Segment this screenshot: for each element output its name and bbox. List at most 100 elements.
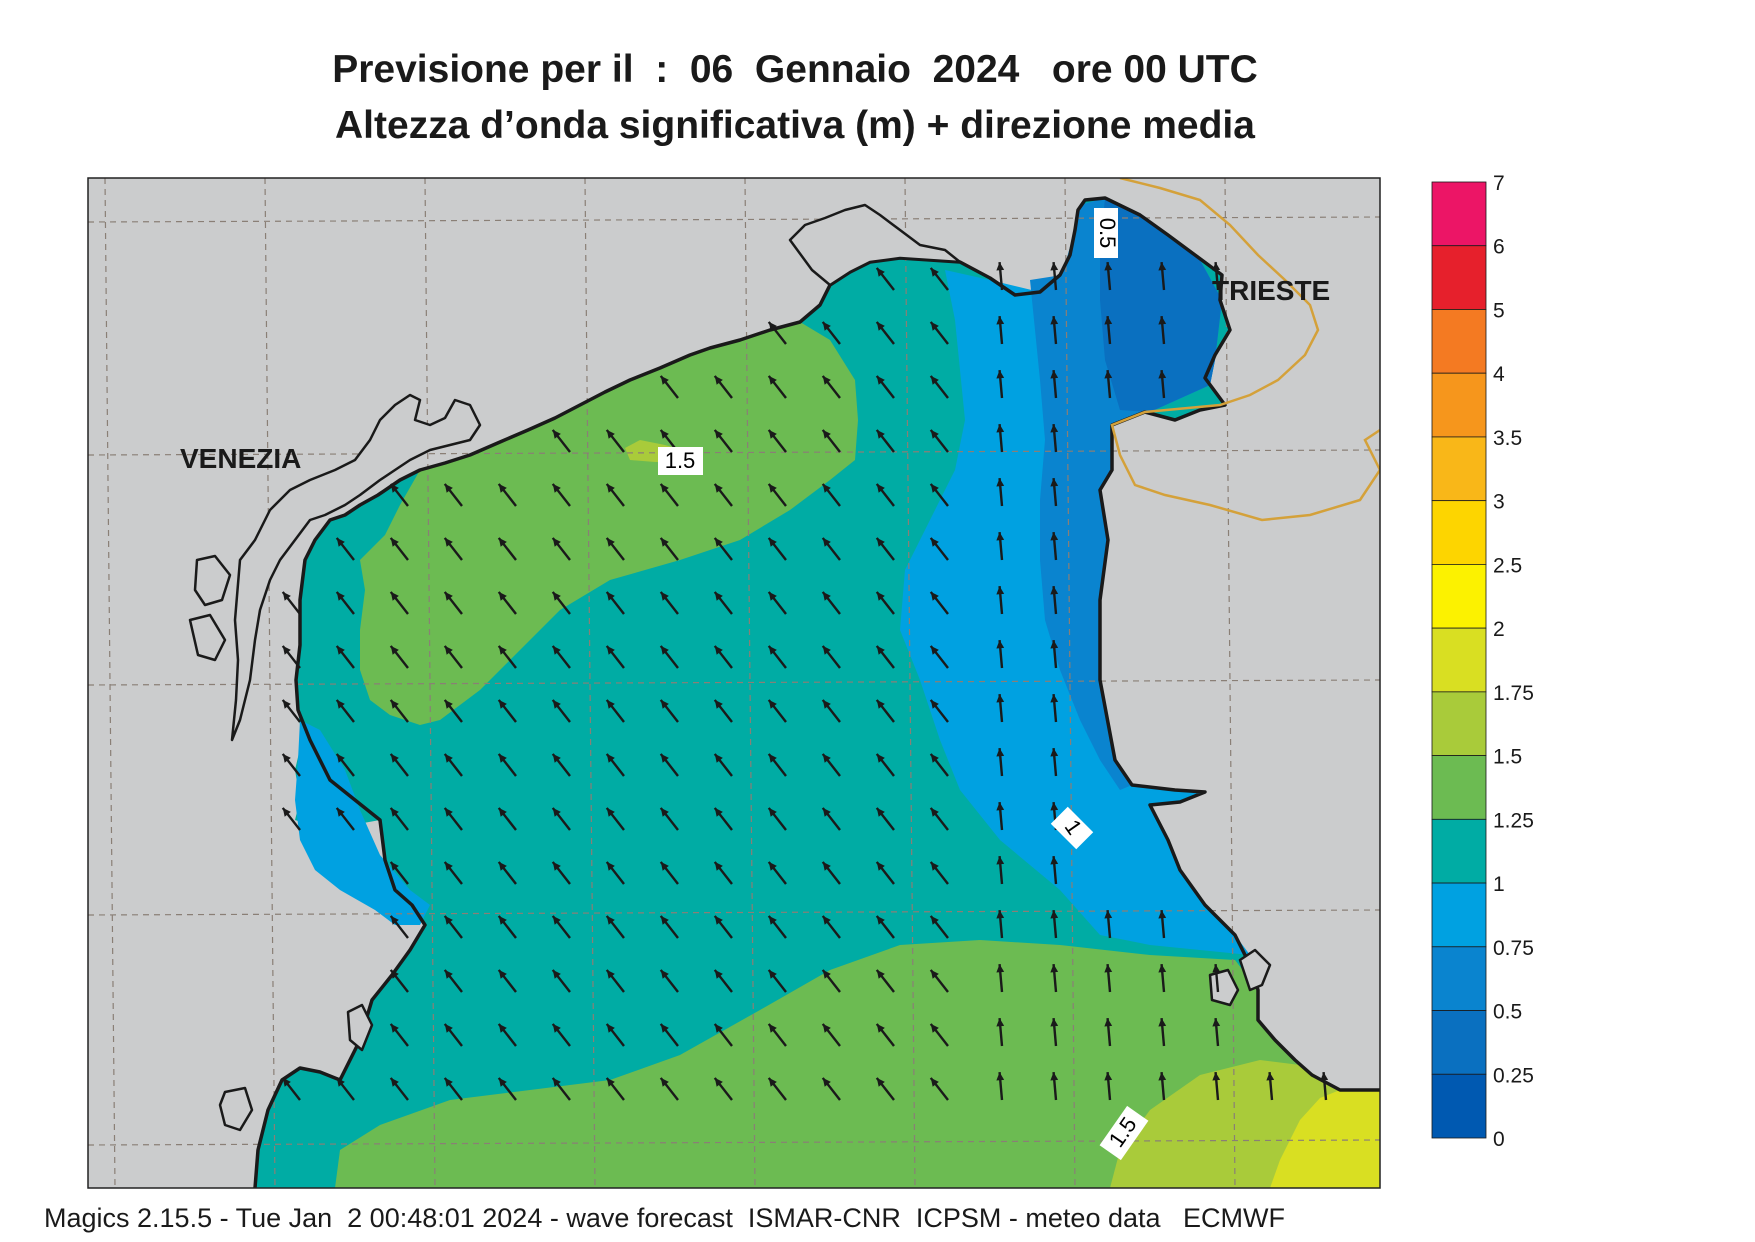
arrow-north-northwest-icon xyxy=(389,1077,409,1101)
arrow-north-northwest-icon xyxy=(929,753,949,777)
graticule-meridian xyxy=(264,178,276,1188)
map-frame xyxy=(87,177,1381,1189)
contour-label-05: 0.5 xyxy=(1094,208,1120,258)
arrow-north-northwest-icon xyxy=(929,537,949,561)
arrow-north-northwest-icon xyxy=(443,1023,463,1047)
arrow-north-northwest-icon xyxy=(659,807,679,831)
graticule-meridian xyxy=(744,178,756,1188)
arrow-north-northwest-icon xyxy=(443,699,463,723)
arrow-north-northwest-icon xyxy=(767,1023,787,1047)
legend-level-label: 0.5 xyxy=(1493,1001,1522,1024)
arrow-north-northwest-icon xyxy=(767,969,787,993)
legend-level-label: 2.5 xyxy=(1493,554,1522,577)
arrow-north-northwest-icon xyxy=(875,537,895,561)
arrow-north-northwest-icon xyxy=(1158,910,1167,939)
arrow-north-northwest-icon xyxy=(767,483,787,507)
graticule-meridian xyxy=(104,178,116,1188)
arrow-north-northwest-icon xyxy=(1050,424,1059,453)
contour-region-025-05 xyxy=(1100,198,1222,412)
arrow-north-northwest-icon xyxy=(1050,586,1059,615)
arrow-north-northwest-icon xyxy=(1320,1072,1329,1101)
arrow-north-northwest-icon xyxy=(875,483,895,507)
arrow-north-northwest-icon xyxy=(605,645,625,669)
arrow-north-northwest-icon xyxy=(551,969,571,993)
arrow-north-northwest-icon xyxy=(443,645,463,669)
graticule-meridian xyxy=(1224,178,1236,1188)
legend-swatch xyxy=(1431,436,1487,502)
arrow-north-northwest-icon xyxy=(605,699,625,723)
arrow-north-northwest-icon xyxy=(996,748,1005,777)
legend-level-label: 0 xyxy=(1493,1128,1505,1151)
arrow-north-northwest-icon xyxy=(281,591,301,615)
arrow-north-northwest-icon xyxy=(1050,478,1059,507)
arrow-north-northwest-icon xyxy=(551,483,571,507)
arrow-north-northwest-icon xyxy=(389,807,409,831)
arrow-north-northwest-icon xyxy=(996,586,1005,615)
legend-swatch xyxy=(1431,818,1487,884)
legend-level-label: 1 xyxy=(1493,873,1505,896)
arrow-north-northwest-icon xyxy=(713,969,733,993)
arrow-north-northwest-icon xyxy=(875,915,895,939)
arrow-north-northwest-icon xyxy=(1050,856,1059,885)
arrow-north-northwest-icon xyxy=(1050,694,1059,723)
footer-credits: Magics 2.15.5 - Tue Jan 2 00:48:01 2024 … xyxy=(44,1203,1285,1233)
legend-swatch xyxy=(1431,372,1487,438)
legend-swatch xyxy=(1431,181,1487,247)
arrow-north-northwest-icon xyxy=(443,915,463,939)
arrow-north-northwest-icon xyxy=(767,429,787,453)
arrow-north-northwest-icon xyxy=(713,537,733,561)
arrow-north-northwest-icon xyxy=(713,1023,733,1047)
arrow-north-northwest-icon xyxy=(875,1023,895,1047)
arrow-north-northwest-icon xyxy=(659,483,679,507)
arrow-north-northwest-icon xyxy=(497,969,517,993)
arrow-north-northwest-icon xyxy=(443,969,463,993)
arrow-north-northwest-icon xyxy=(929,861,949,885)
arrow-north-northwest-icon xyxy=(335,699,355,723)
arrow-north-northwest-icon xyxy=(1050,316,1059,345)
arrow-north-northwest-icon xyxy=(389,753,409,777)
arrow-north-northwest-icon xyxy=(767,537,787,561)
legend-level-label: 1.5 xyxy=(1493,746,1522,769)
arrow-north-northwest-icon xyxy=(1158,262,1167,291)
lagoon-islands xyxy=(230,393,482,742)
arrow-north-northwest-icon xyxy=(929,267,949,291)
arrow-north-northwest-icon xyxy=(875,807,895,831)
arrow-north-northwest-icon xyxy=(605,429,625,453)
arrow-north-northwest-icon xyxy=(996,316,1005,345)
arrow-north-northwest-icon xyxy=(1158,964,1167,993)
arrow-north-northwest-icon xyxy=(1158,370,1167,399)
place-label-venezia: VENEZIA xyxy=(180,443,301,474)
legend-swatch xyxy=(1431,627,1487,693)
arrow-north-northwest-icon xyxy=(659,969,679,993)
legend-level-label: 1.25 xyxy=(1493,809,1534,832)
legend-swatch xyxy=(1431,691,1487,756)
arrow-north-northwest-icon xyxy=(713,645,733,669)
arrow-north-northwest-icon xyxy=(821,537,841,561)
arrow-north-northwest-icon xyxy=(1212,1072,1221,1101)
arrow-north-northwest-icon xyxy=(659,645,679,669)
arrow-north-northwest-icon xyxy=(821,915,841,939)
legend-level-label: 5 xyxy=(1493,299,1505,322)
legend-level-label: 1.75 xyxy=(1493,682,1534,705)
arrow-north-northwest-icon xyxy=(551,807,571,831)
contour-label-15-north: 1.5 xyxy=(658,447,703,475)
arrow-north-northwest-icon xyxy=(443,537,463,561)
arrow-north-northwest-icon xyxy=(497,591,517,615)
arrow-north-northwest-icon xyxy=(335,807,355,831)
arrow-north-northwest-icon xyxy=(497,483,517,507)
arrow-north-northwest-icon xyxy=(1050,640,1059,669)
arrow-north-northwest-icon xyxy=(1158,1072,1167,1101)
arrow-north-northwest-icon xyxy=(929,699,949,723)
arrow-north-northwest-icon xyxy=(713,861,733,885)
arrow-north-northwest-icon xyxy=(659,699,679,723)
arrow-north-northwest-icon xyxy=(551,537,571,561)
legend-level-label: 4 xyxy=(1493,363,1505,386)
arrow-north-northwest-icon xyxy=(713,915,733,939)
wave-direction-arrows xyxy=(281,262,1329,1101)
legend-swatch xyxy=(1431,245,1487,310)
lagoon-island-2 xyxy=(193,554,232,607)
legend-level-label: 0.75 xyxy=(1493,937,1534,960)
arrow-north-northwest-icon xyxy=(875,645,895,669)
map-frame-content xyxy=(88,178,1380,1188)
arrow-north-northwest-icon xyxy=(713,483,733,507)
